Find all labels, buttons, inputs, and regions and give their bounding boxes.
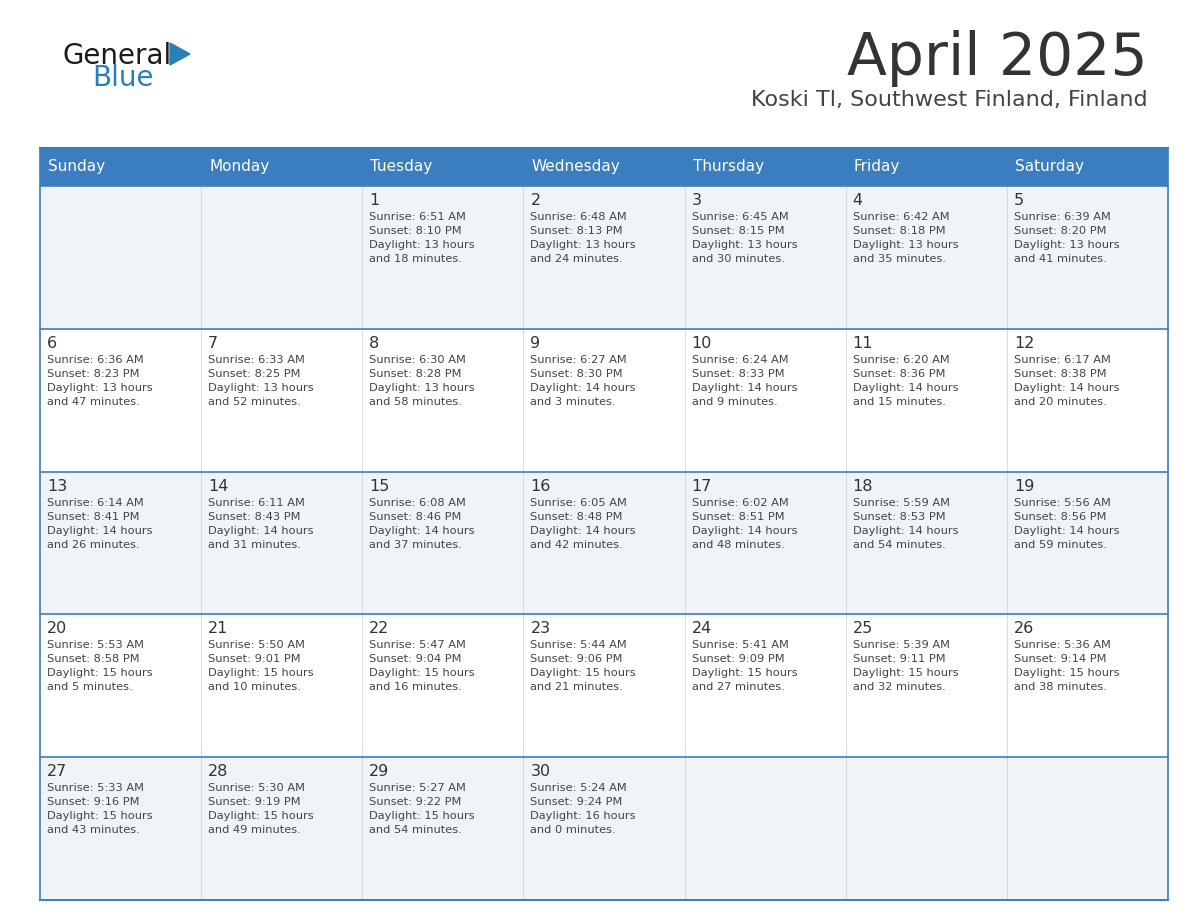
Text: Blue: Blue <box>91 64 153 92</box>
Text: 10: 10 <box>691 336 712 351</box>
Bar <box>40 186 1168 329</box>
Text: Sunrise: 5:50 AM
Sunset: 9:01 PM
Daylight: 15 hours
and 10 minutes.: Sunrise: 5:50 AM Sunset: 9:01 PM Dayligh… <box>208 641 314 692</box>
Text: Sunrise: 6:02 AM
Sunset: 8:51 PM
Daylight: 14 hours
and 48 minutes.: Sunrise: 6:02 AM Sunset: 8:51 PM Dayligh… <box>691 498 797 550</box>
Text: Sunrise: 6:39 AM
Sunset: 8:20 PM
Daylight: 13 hours
and 41 minutes.: Sunrise: 6:39 AM Sunset: 8:20 PM Dayligh… <box>1013 212 1119 264</box>
Text: Sunrise: 5:33 AM
Sunset: 9:16 PM
Daylight: 15 hours
and 43 minutes.: Sunrise: 5:33 AM Sunset: 9:16 PM Dayligh… <box>48 783 152 835</box>
Polygon shape <box>170 43 190 65</box>
Text: Sunrise: 5:56 AM
Sunset: 8:56 PM
Daylight: 14 hours
and 59 minutes.: Sunrise: 5:56 AM Sunset: 8:56 PM Dayligh… <box>1013 498 1119 550</box>
Text: Sunrise: 5:47 AM
Sunset: 9:04 PM
Daylight: 15 hours
and 16 minutes.: Sunrise: 5:47 AM Sunset: 9:04 PM Dayligh… <box>369 641 475 692</box>
Text: Friday: Friday <box>854 160 901 174</box>
Text: Sunrise: 5:39 AM
Sunset: 9:11 PM
Daylight: 15 hours
and 32 minutes.: Sunrise: 5:39 AM Sunset: 9:11 PM Dayligh… <box>853 641 959 692</box>
Text: 15: 15 <box>369 478 390 494</box>
Text: 19: 19 <box>1013 478 1035 494</box>
Text: Sunrise: 5:27 AM
Sunset: 9:22 PM
Daylight: 15 hours
and 54 minutes.: Sunrise: 5:27 AM Sunset: 9:22 PM Dayligh… <box>369 783 475 835</box>
Text: Sunrise: 6:24 AM
Sunset: 8:33 PM
Daylight: 14 hours
and 9 minutes.: Sunrise: 6:24 AM Sunset: 8:33 PM Dayligh… <box>691 354 797 407</box>
Text: Sunrise: 6:17 AM
Sunset: 8:38 PM
Daylight: 14 hours
and 20 minutes.: Sunrise: 6:17 AM Sunset: 8:38 PM Dayligh… <box>1013 354 1119 407</box>
Text: Sunrise: 6:11 AM
Sunset: 8:43 PM
Daylight: 14 hours
and 31 minutes.: Sunrise: 6:11 AM Sunset: 8:43 PM Dayligh… <box>208 498 314 550</box>
Text: Sunrise: 5:59 AM
Sunset: 8:53 PM
Daylight: 14 hours
and 54 minutes.: Sunrise: 5:59 AM Sunset: 8:53 PM Dayligh… <box>853 498 959 550</box>
Text: 1: 1 <box>369 193 379 208</box>
Bar <box>40 472 1168 614</box>
Text: 23: 23 <box>530 621 550 636</box>
Text: Sunday: Sunday <box>48 160 105 174</box>
Text: 11: 11 <box>853 336 873 351</box>
Text: Sunrise: 6:30 AM
Sunset: 8:28 PM
Daylight: 13 hours
and 58 minutes.: Sunrise: 6:30 AM Sunset: 8:28 PM Dayligh… <box>369 354 475 407</box>
Text: Sunrise: 6:42 AM
Sunset: 8:18 PM
Daylight: 13 hours
and 35 minutes.: Sunrise: 6:42 AM Sunset: 8:18 PM Dayligh… <box>853 212 959 264</box>
Text: 24: 24 <box>691 621 712 636</box>
Text: 8: 8 <box>369 336 379 351</box>
Text: 7: 7 <box>208 336 219 351</box>
Text: Thursday: Thursday <box>693 160 764 174</box>
Text: Tuesday: Tuesday <box>371 160 432 174</box>
Text: Sunrise: 6:14 AM
Sunset: 8:41 PM
Daylight: 14 hours
and 26 minutes.: Sunrise: 6:14 AM Sunset: 8:41 PM Dayligh… <box>48 498 152 550</box>
Text: April 2025: April 2025 <box>847 30 1148 87</box>
Text: Sunrise: 5:44 AM
Sunset: 9:06 PM
Daylight: 15 hours
and 21 minutes.: Sunrise: 5:44 AM Sunset: 9:06 PM Dayligh… <box>530 641 636 692</box>
Bar <box>40 329 1168 472</box>
Text: 28: 28 <box>208 764 228 779</box>
Text: 9: 9 <box>530 336 541 351</box>
Text: 21: 21 <box>208 621 228 636</box>
Text: 12: 12 <box>1013 336 1035 351</box>
Text: Sunrise: 6:33 AM
Sunset: 8:25 PM
Daylight: 13 hours
and 52 minutes.: Sunrise: 6:33 AM Sunset: 8:25 PM Dayligh… <box>208 354 314 407</box>
Bar <box>40 757 1168 900</box>
Text: Monday: Monday <box>209 160 270 174</box>
Text: Wednesday: Wednesday <box>531 160 620 174</box>
Text: 3: 3 <box>691 193 702 208</box>
Text: Sunrise: 6:27 AM
Sunset: 8:30 PM
Daylight: 14 hours
and 3 minutes.: Sunrise: 6:27 AM Sunset: 8:30 PM Dayligh… <box>530 354 636 407</box>
Text: Sunrise: 5:53 AM
Sunset: 8:58 PM
Daylight: 15 hours
and 5 minutes.: Sunrise: 5:53 AM Sunset: 8:58 PM Dayligh… <box>48 641 152 692</box>
Text: Sunrise: 5:36 AM
Sunset: 9:14 PM
Daylight: 15 hours
and 38 minutes.: Sunrise: 5:36 AM Sunset: 9:14 PM Dayligh… <box>1013 641 1119 692</box>
Text: 22: 22 <box>369 621 390 636</box>
Text: 5: 5 <box>1013 193 1024 208</box>
Text: Sunrise: 6:08 AM
Sunset: 8:46 PM
Daylight: 14 hours
and 37 minutes.: Sunrise: 6:08 AM Sunset: 8:46 PM Dayligh… <box>369 498 475 550</box>
Text: 29: 29 <box>369 764 390 779</box>
Text: 13: 13 <box>48 478 68 494</box>
Text: Sunrise: 5:24 AM
Sunset: 9:24 PM
Daylight: 16 hours
and 0 minutes.: Sunrise: 5:24 AM Sunset: 9:24 PM Dayligh… <box>530 783 636 835</box>
Text: Sunrise: 5:30 AM
Sunset: 9:19 PM
Daylight: 15 hours
and 49 minutes.: Sunrise: 5:30 AM Sunset: 9:19 PM Dayligh… <box>208 783 314 835</box>
Text: 16: 16 <box>530 478 551 494</box>
Text: 26: 26 <box>1013 621 1034 636</box>
Text: 4: 4 <box>853 193 862 208</box>
Text: 20: 20 <box>48 621 68 636</box>
Text: General: General <box>62 42 171 70</box>
Text: 30: 30 <box>530 764 550 779</box>
Text: 27: 27 <box>48 764 68 779</box>
Text: 2: 2 <box>530 193 541 208</box>
Text: Saturday: Saturday <box>1015 160 1083 174</box>
Text: 25: 25 <box>853 621 873 636</box>
Bar <box>40 614 1168 757</box>
Text: Sunrise: 6:45 AM
Sunset: 8:15 PM
Daylight: 13 hours
and 30 minutes.: Sunrise: 6:45 AM Sunset: 8:15 PM Dayligh… <box>691 212 797 264</box>
Text: 6: 6 <box>48 336 57 351</box>
Text: Sunrise: 5:41 AM
Sunset: 9:09 PM
Daylight: 15 hours
and 27 minutes.: Sunrise: 5:41 AM Sunset: 9:09 PM Dayligh… <box>691 641 797 692</box>
Text: 14: 14 <box>208 478 228 494</box>
Text: 17: 17 <box>691 478 712 494</box>
Text: Sunrise: 6:05 AM
Sunset: 8:48 PM
Daylight: 14 hours
and 42 minutes.: Sunrise: 6:05 AM Sunset: 8:48 PM Dayligh… <box>530 498 636 550</box>
Bar <box>40 148 1168 186</box>
Text: Koski Tl, Southwest Finland, Finland: Koski Tl, Southwest Finland, Finland <box>751 90 1148 110</box>
Text: 18: 18 <box>853 478 873 494</box>
Text: Sunrise: 6:51 AM
Sunset: 8:10 PM
Daylight: 13 hours
and 18 minutes.: Sunrise: 6:51 AM Sunset: 8:10 PM Dayligh… <box>369 212 475 264</box>
Text: Sunrise: 6:36 AM
Sunset: 8:23 PM
Daylight: 13 hours
and 47 minutes.: Sunrise: 6:36 AM Sunset: 8:23 PM Dayligh… <box>48 354 152 407</box>
Text: Sunrise: 6:48 AM
Sunset: 8:13 PM
Daylight: 13 hours
and 24 minutes.: Sunrise: 6:48 AM Sunset: 8:13 PM Dayligh… <box>530 212 636 264</box>
Text: Sunrise: 6:20 AM
Sunset: 8:36 PM
Daylight: 14 hours
and 15 minutes.: Sunrise: 6:20 AM Sunset: 8:36 PM Dayligh… <box>853 354 959 407</box>
